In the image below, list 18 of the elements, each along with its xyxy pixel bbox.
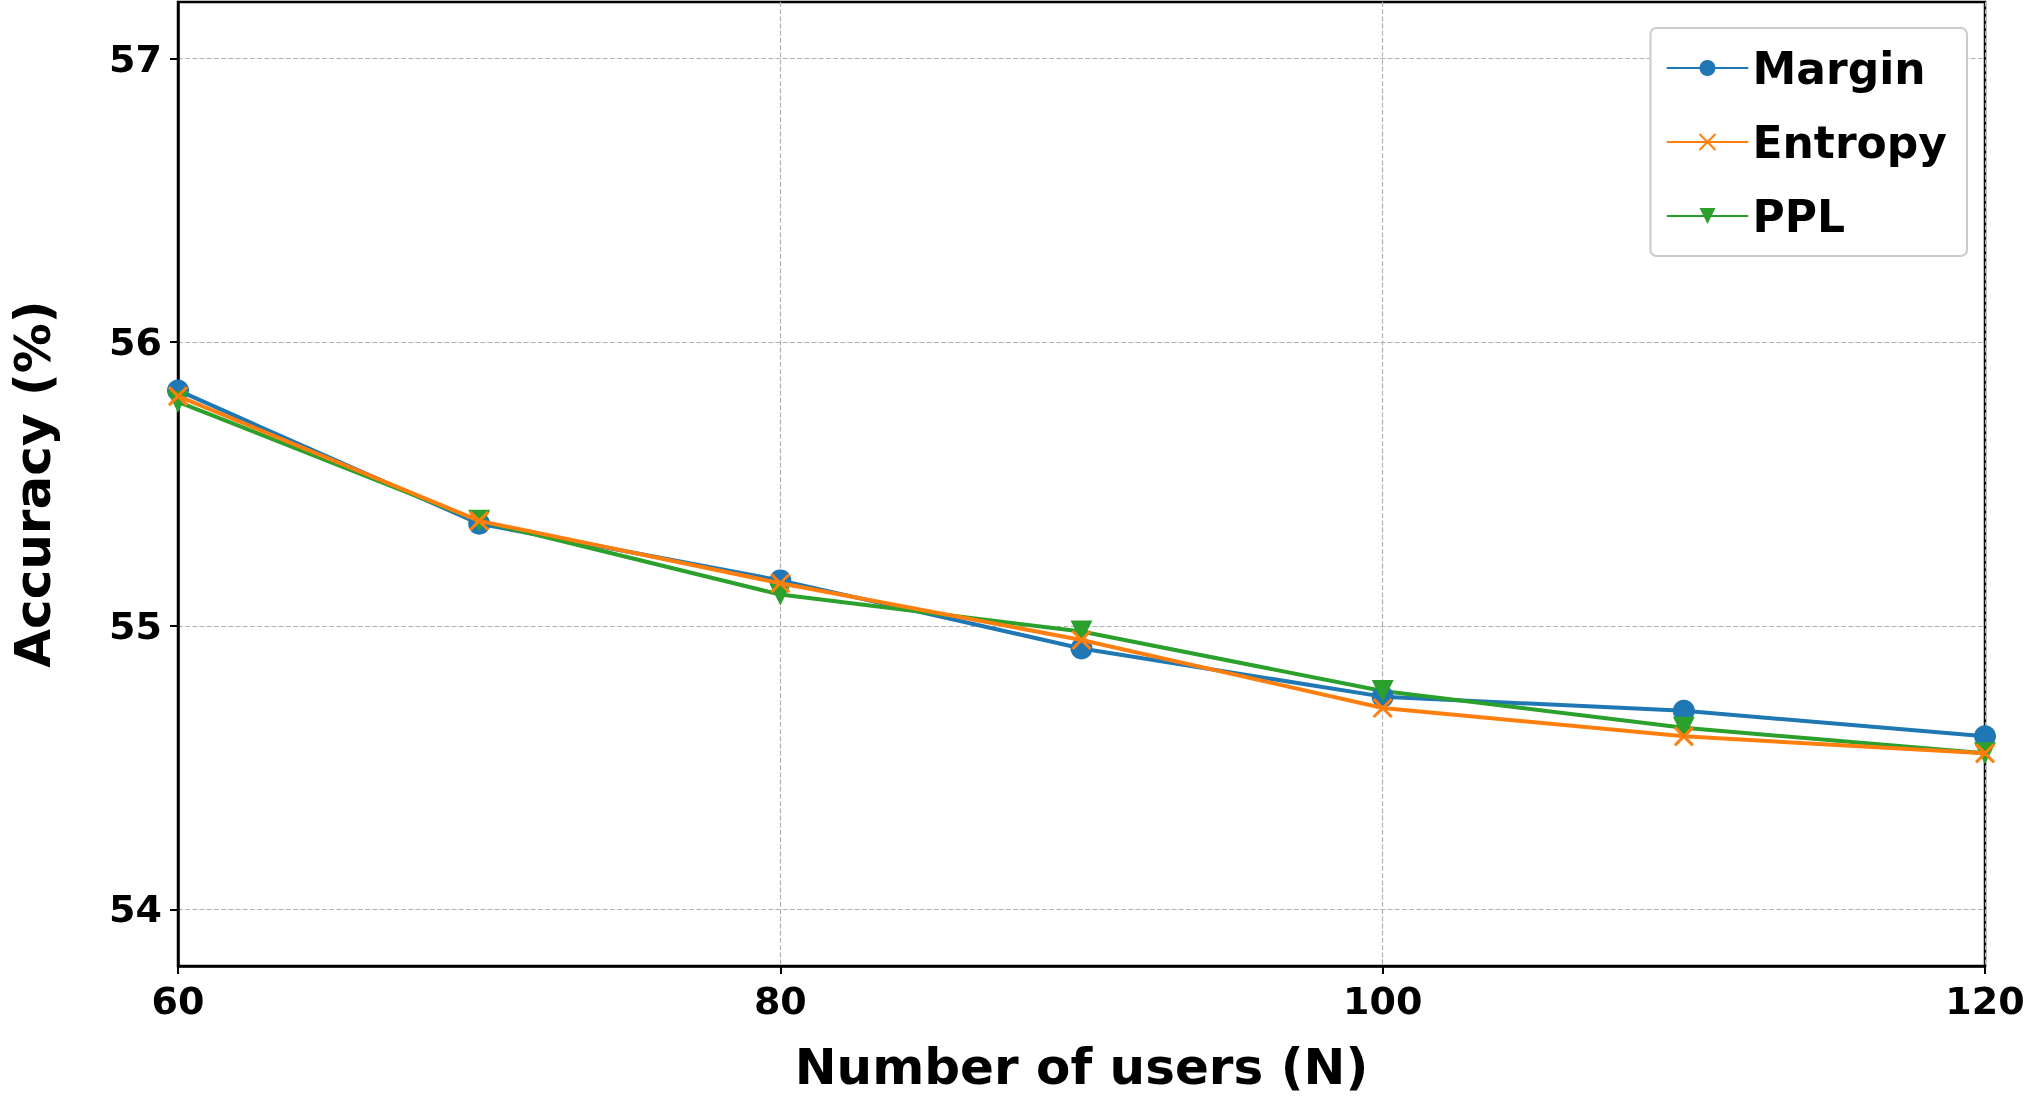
- x-tick-label: 100: [1343, 979, 1423, 1023]
- point: [1673, 725, 1695, 747]
- x-tick-label: 60: [151, 979, 205, 1023]
- y-axis-title: Accuracy (%): [4, 300, 62, 668]
- point: [1372, 697, 1394, 719]
- point: [167, 385, 189, 407]
- legend-label: Entropy: [1752, 116, 1948, 168]
- x-tick-label: 120: [1945, 979, 2025, 1023]
- point: [1071, 629, 1092, 651]
- point: [1371, 679, 1394, 702]
- y-tick-label: 57: [109, 36, 162, 81]
- legend-label: PPL: [1752, 190, 1846, 242]
- legend-label: Margin: [1752, 42, 1926, 94]
- x-tick-label: 80: [753, 979, 807, 1023]
- y-tick-label: 56: [109, 320, 162, 365]
- x-axis-title: Number of users (N): [794, 1038, 1369, 1096]
- y-tick-label: 55: [109, 603, 162, 648]
- y-tick-label: 54: [109, 887, 162, 932]
